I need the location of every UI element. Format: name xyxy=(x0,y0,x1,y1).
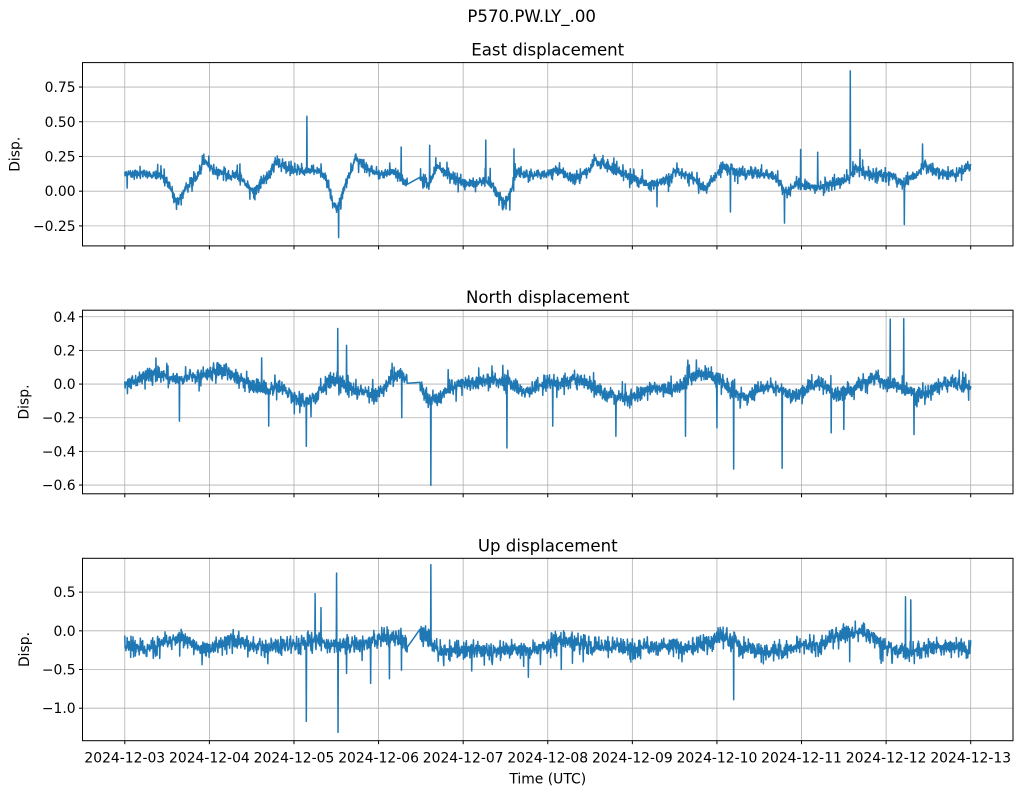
xtick-label: 2024-12-09 xyxy=(592,751,673,767)
trace-up xyxy=(124,563,972,734)
xtick-label: 2024-12-12 xyxy=(846,751,927,767)
xtick-label: 2024-12-06 xyxy=(338,751,419,767)
trace-east xyxy=(124,70,972,239)
subplot-title-east: East displacement xyxy=(471,41,624,60)
trace-north xyxy=(124,318,972,487)
y-axis-label-east: Disp. xyxy=(8,137,24,172)
ytick-label-east: −0.25 xyxy=(33,219,76,235)
ytick-label-north: 0.4 xyxy=(54,310,76,326)
ytick-label-north: 0.0 xyxy=(54,377,76,393)
axes-frame-up xyxy=(82,557,1014,742)
subplot-title-north: North displacement xyxy=(466,288,630,307)
y-axis-label-up: Disp. xyxy=(17,632,33,667)
xtick-label: 2024-12-04 xyxy=(169,751,250,767)
y-axis-label-north: Disp. xyxy=(17,384,33,419)
ytick-label-east: 0.50 xyxy=(45,115,76,131)
ytick-label-up: −0.5 xyxy=(42,663,76,679)
xtick-label: 2024-12-13 xyxy=(930,751,1011,767)
ytick-label-up: −1.0 xyxy=(42,701,76,717)
subplot-title-up: Up displacement xyxy=(478,536,618,555)
xtick-label: 2024-12-05 xyxy=(254,751,335,767)
ytick-label-east: 0.00 xyxy=(45,184,76,200)
xtick-label: 2024-12-08 xyxy=(507,751,588,767)
ytick-label-north: 0.2 xyxy=(54,343,76,359)
ytick-label-north: −0.2 xyxy=(42,411,76,427)
ytick-label-east: 0.25 xyxy=(45,149,76,165)
xtick-label: 2024-12-03 xyxy=(84,751,165,767)
ytick-label-east: 0.75 xyxy=(45,80,76,96)
ytick-label-north: −0.4 xyxy=(42,444,76,460)
x-axis-label: Time (UTC) xyxy=(508,772,586,788)
ytick-label-north: −0.6 xyxy=(42,478,76,494)
ytick-label-up: 0.0 xyxy=(54,624,76,640)
xtick-label: 2024-12-10 xyxy=(677,751,758,767)
xtick-label: 2024-12-11 xyxy=(761,751,842,767)
xtick-label: 2024-12-07 xyxy=(423,751,504,767)
figure-suptitle: P570.PW.LY_.00 xyxy=(467,7,596,27)
ytick-label-up: 0.5 xyxy=(54,585,76,601)
